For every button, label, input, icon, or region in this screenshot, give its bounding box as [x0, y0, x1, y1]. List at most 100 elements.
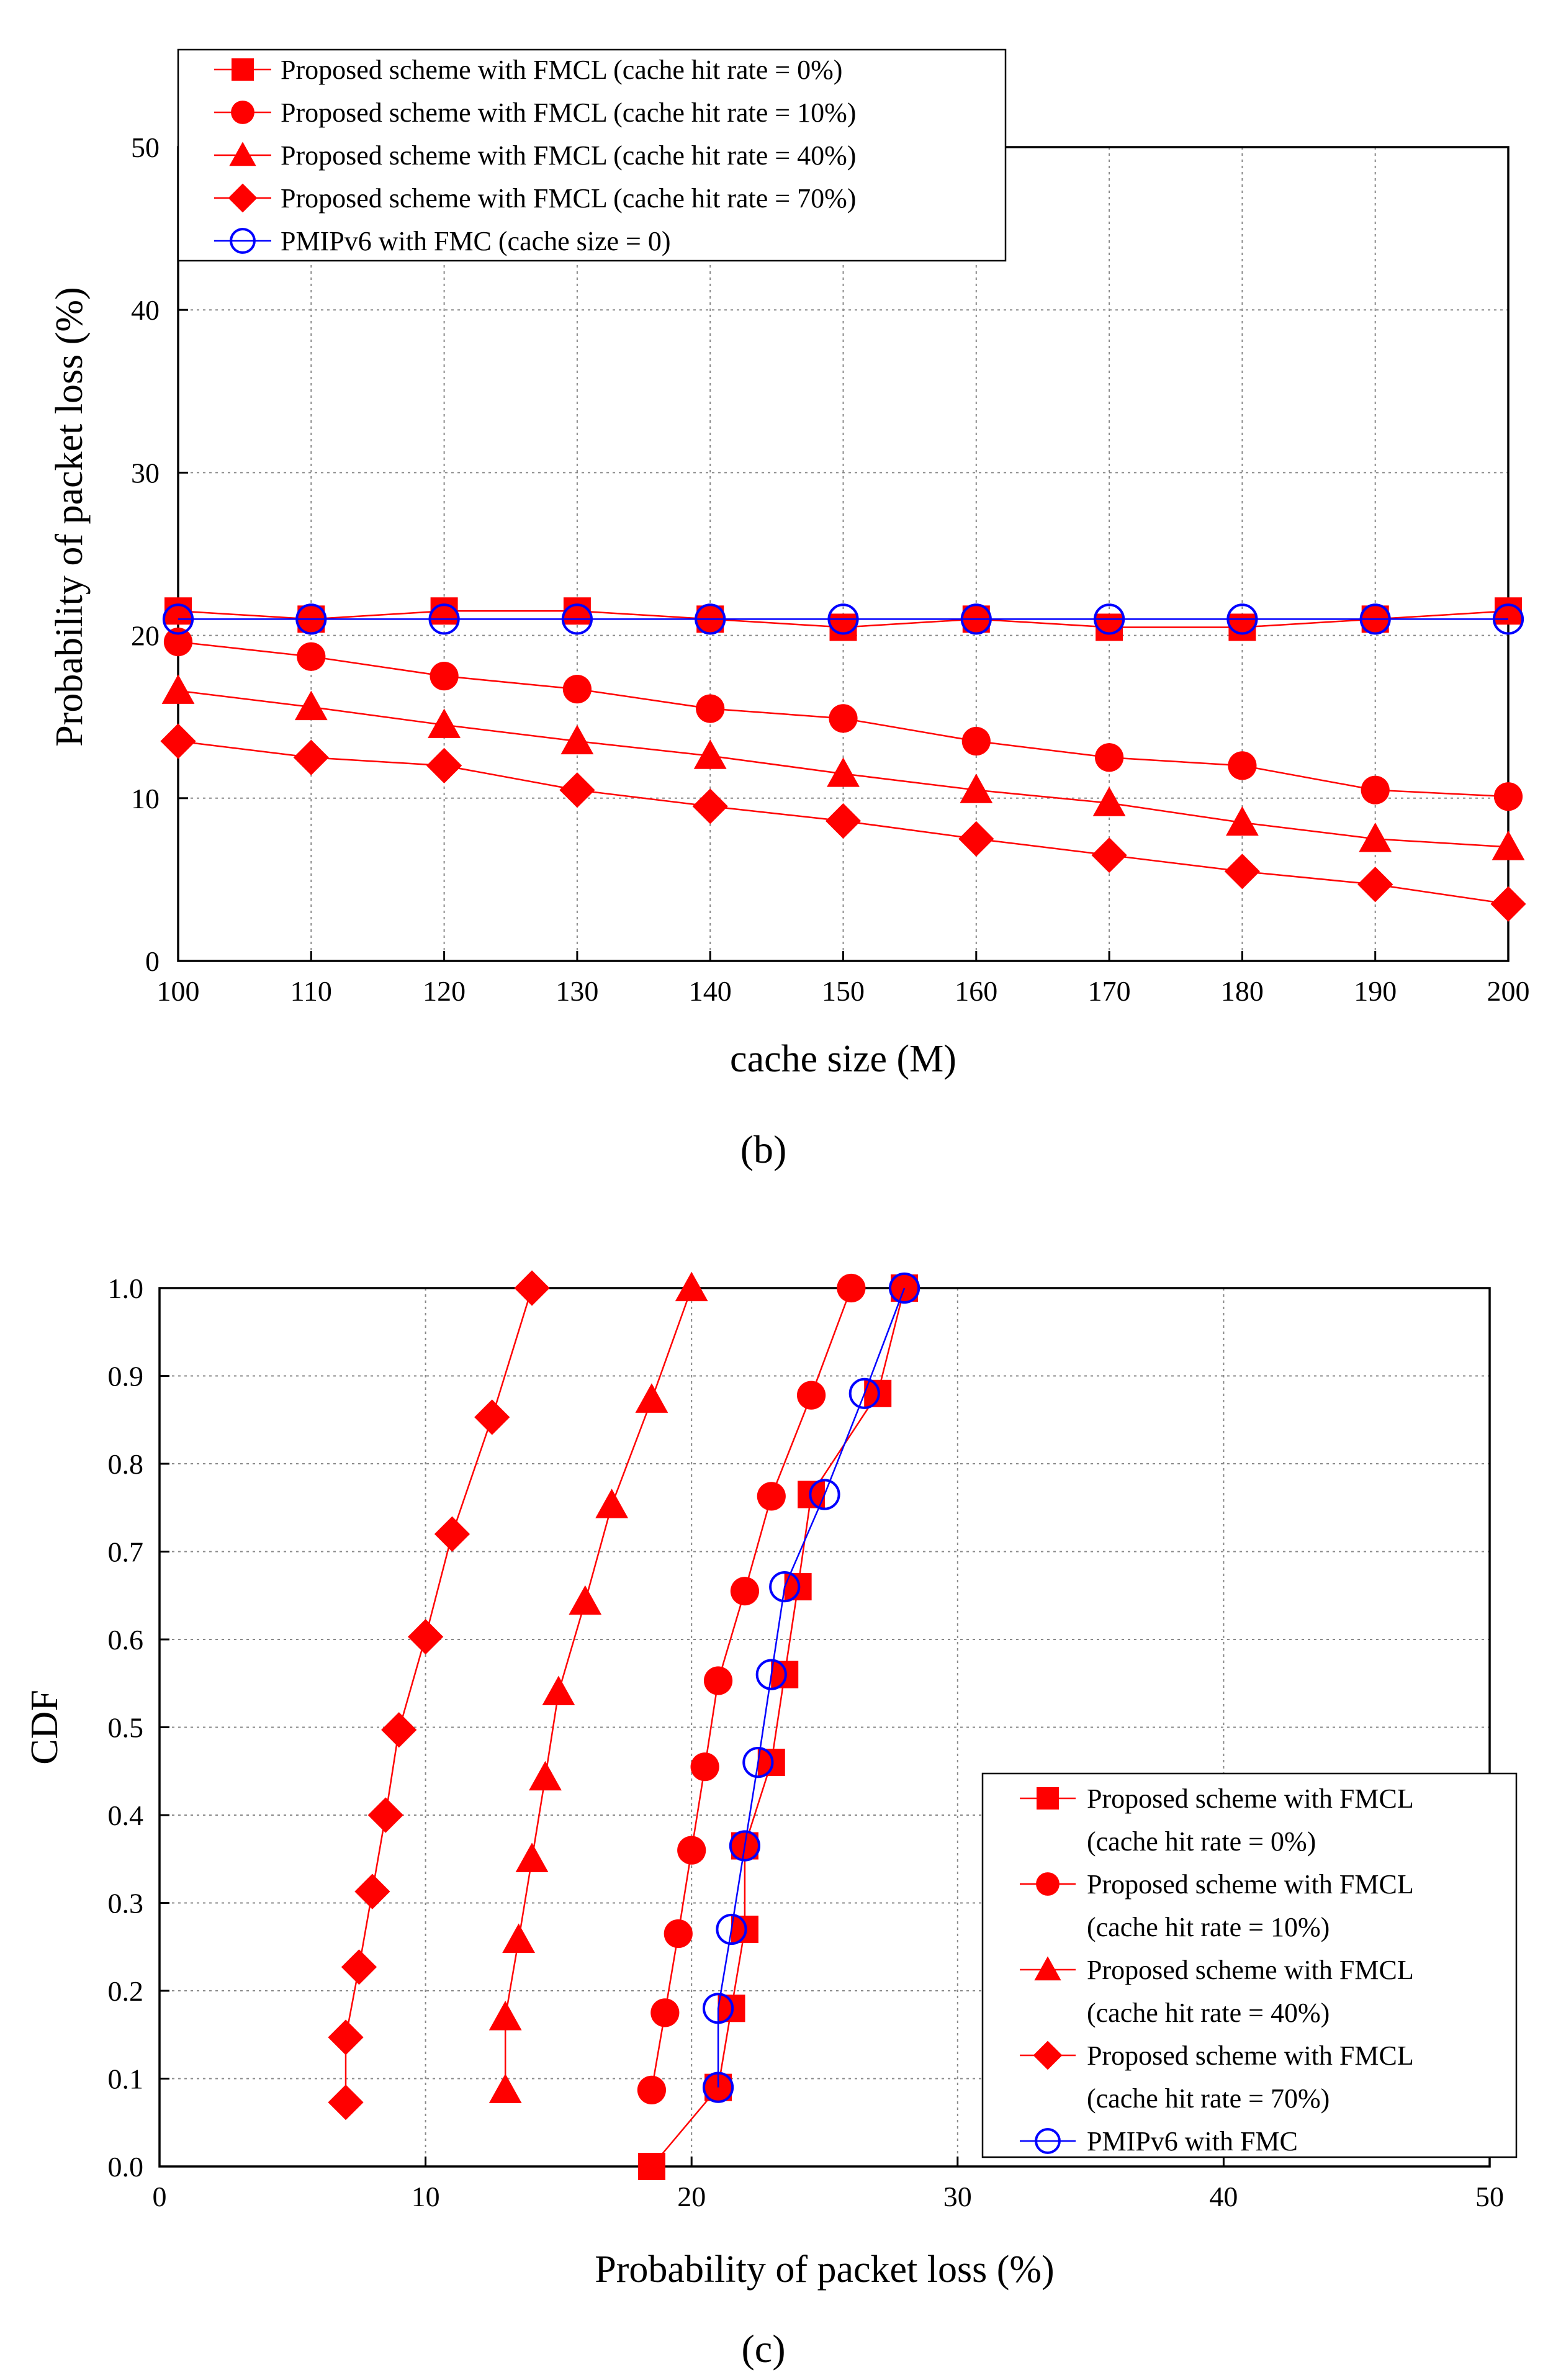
data-point — [160, 723, 196, 759]
legend-label: Proposed scheme with FMCL — [1087, 1955, 1414, 1985]
data-point — [1492, 603, 1524, 635]
series-4 — [162, 603, 1524, 635]
series-0 — [637, 1274, 919, 2180]
y-tick-label: 0.8 — [108, 1448, 144, 1480]
data-point — [796, 1381, 826, 1410]
series-0 — [164, 597, 1522, 641]
legend-label: Proposed scheme with FMCL (cache hit rat… — [281, 55, 842, 85]
legend-label-line2: (cache hit rate = 10%) — [1087, 1912, 1330, 1942]
data-point — [562, 675, 592, 704]
data-point — [529, 1760, 562, 1791]
y-tick-label: 0.1 — [108, 2063, 144, 2095]
data-point — [677, 1836, 706, 1865]
data-point — [162, 603, 194, 635]
data-point — [1493, 782, 1523, 811]
data-point — [542, 1675, 575, 1706]
x-tick-label: 50 — [1475, 2181, 1504, 2212]
data-point — [488, 2001, 522, 2031]
x-tick-label: 120 — [423, 975, 466, 1007]
data-point — [829, 613, 857, 641]
series-2 — [488, 1271, 708, 2104]
data-point — [328, 2085, 364, 2121]
x-tick-label: 100 — [157, 975, 200, 1007]
data-point — [729, 1830, 761, 1862]
data-point — [1361, 775, 1390, 805]
legend-marker — [1033, 2040, 1063, 2070]
data-point — [297, 642, 326, 671]
legend-label-line2: (cache hit rate = 70%) — [1087, 2083, 1330, 2114]
data-point — [888, 1272, 920, 1304]
legend-marker — [1036, 1872, 1060, 1896]
x-tick-label: 130 — [556, 975, 598, 1007]
data-point — [769, 1571, 801, 1603]
y-axis-label: Probability of packet loss (%) — [48, 287, 91, 746]
series-line — [717, 1287, 906, 2088]
legend-label: Proposed scheme with FMCL — [1087, 1783, 1414, 1814]
legend-label: PMIPv6 with FMC — [1087, 2126, 1298, 2157]
data-point — [341, 1949, 377, 1985]
data-point — [1224, 854, 1260, 890]
legend: Proposed scheme with FMCL (cache hit rate… — [981, 1772, 1518, 2158]
legend-label: PMIPv6 with FMC (cache size = 0) — [281, 226, 671, 256]
x-tick-label: 10 — [412, 2181, 440, 2212]
y-tick-label: 0.0 — [108, 2151, 144, 2183]
data-point — [827, 757, 860, 787]
x-tick-label: 190 — [1354, 975, 1397, 1007]
data-point — [809, 1479, 840, 1510]
y-tick-label: 10 — [131, 783, 160, 814]
x-tick-label: 180 — [1221, 975, 1264, 1007]
data-point — [515, 1842, 549, 1872]
legend-label: Proposed scheme with FMCL (cache hit rat… — [281, 140, 856, 171]
data-point — [702, 1993, 734, 2024]
data-point — [837, 1273, 866, 1303]
y-tick-label: 0.3 — [108, 1888, 144, 1919]
y-tick-label: 30 — [131, 457, 160, 489]
data-point — [569, 1585, 602, 1615]
legend-label: Proposed scheme with FMCL — [1087, 1869, 1414, 1900]
series-line — [650, 1287, 852, 2091]
series-4 — [702, 1272, 920, 2103]
data-point — [702, 2071, 734, 2103]
data-point — [1359, 822, 1392, 852]
data-point — [692, 788, 728, 824]
data-point — [742, 1747, 774, 1778]
legend-marker — [229, 142, 256, 166]
series-1 — [637, 1273, 866, 2104]
data-point — [1091, 837, 1127, 873]
y-tick-label: 1.0 — [108, 1273, 144, 1304]
data-point — [295, 603, 327, 635]
x-axis-label: Probability of packet loss (%) — [595, 2248, 1054, 2291]
data-point — [560, 724, 594, 755]
y-tick-label: 0 — [145, 945, 160, 977]
x-tick-label: 30 — [943, 2181, 972, 2212]
legend-box — [981, 1772, 1518, 2158]
x-tick-label: 160 — [955, 975, 997, 1007]
data-point — [1490, 886, 1526, 922]
data-point — [595, 1489, 629, 1518]
x-axis-label: cache size (M) — [730, 1038, 956, 1080]
data-point — [1492, 831, 1525, 860]
chart-c: 0 10 20 30 40 50 0.0 0.1 0.2 0.3 0.4 0.5 0.6 0.7 0.8 0.… — [24, 1270, 1518, 2371]
x-tick-label: 20 — [677, 2181, 706, 2212]
data-point — [426, 747, 462, 783]
data-point — [675, 1271, 708, 1302]
legend-marker — [232, 58, 254, 81]
legend-marker — [231, 101, 254, 124]
data-point — [961, 726, 991, 756]
legend-marker — [1037, 1787, 1059, 1810]
plot-frame — [177, 146, 1510, 962]
data-point — [825, 803, 862, 839]
data-point — [827, 603, 859, 635]
series-1 — [163, 627, 1523, 811]
y-tick-label: 40 — [131, 294, 160, 326]
legend-marker — [228, 183, 258, 213]
legend-marker — [1035, 2128, 1061, 2154]
data-point — [430, 597, 458, 625]
data-point — [293, 739, 329, 775]
data-point — [381, 1712, 417, 1748]
data-point — [367, 1797, 403, 1833]
data-point — [637, 2075, 667, 2104]
data-point — [693, 739, 727, 769]
data-point — [488, 2073, 522, 2104]
